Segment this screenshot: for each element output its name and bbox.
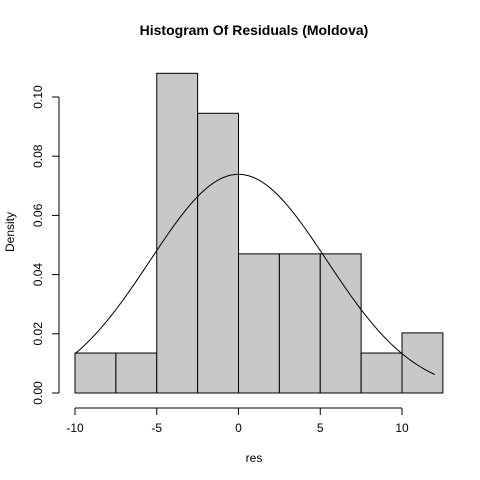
- histogram-bar-5: [238, 253, 280, 394]
- y-tick-label: 0.06: [31, 203, 45, 227]
- y-tick-label: 0.10: [31, 85, 45, 109]
- y-axis: 0.00 0.02 0.04 0.06 0.08 0.10: [31, 85, 60, 405]
- y-axis-label: Density: [3, 212, 17, 252]
- histogram-bar-8: [360, 352, 403, 394]
- y-tick-label: 0.08: [31, 144, 45, 168]
- chart-title: Histogram Of Residuals (Moldova): [140, 22, 369, 38]
- histogram-bar-4: [197, 112, 240, 394]
- y-tick-label: 0.00: [31, 381, 45, 405]
- histogram-bar-9: [401, 332, 444, 394]
- bars-group: [74, 72, 444, 394]
- y-tick-label: 0.02: [31, 322, 45, 346]
- x-tick-label: 0: [235, 421, 242, 435]
- histogram-bar-7: [319, 253, 362, 394]
- x-tick-label: -5: [151, 421, 162, 435]
- normal-density-curve: [74, 173, 435, 375]
- x-tick-label: 10: [395, 421, 409, 435]
- histogram-bar-3: [156, 72, 199, 394]
- x-tick-label: -10: [66, 421, 84, 435]
- y-tick-label: 0.04: [31, 263, 45, 287]
- x-axis-label: res: [246, 451, 263, 465]
- histogram-bar-1: [74, 352, 117, 394]
- x-axis: -10 -5 0 5 10: [66, 407, 409, 435]
- histogram-bar-2: [115, 352, 158, 394]
- histogram-bar-6: [278, 253, 321, 394]
- x-tick-label: 5: [317, 421, 324, 435]
